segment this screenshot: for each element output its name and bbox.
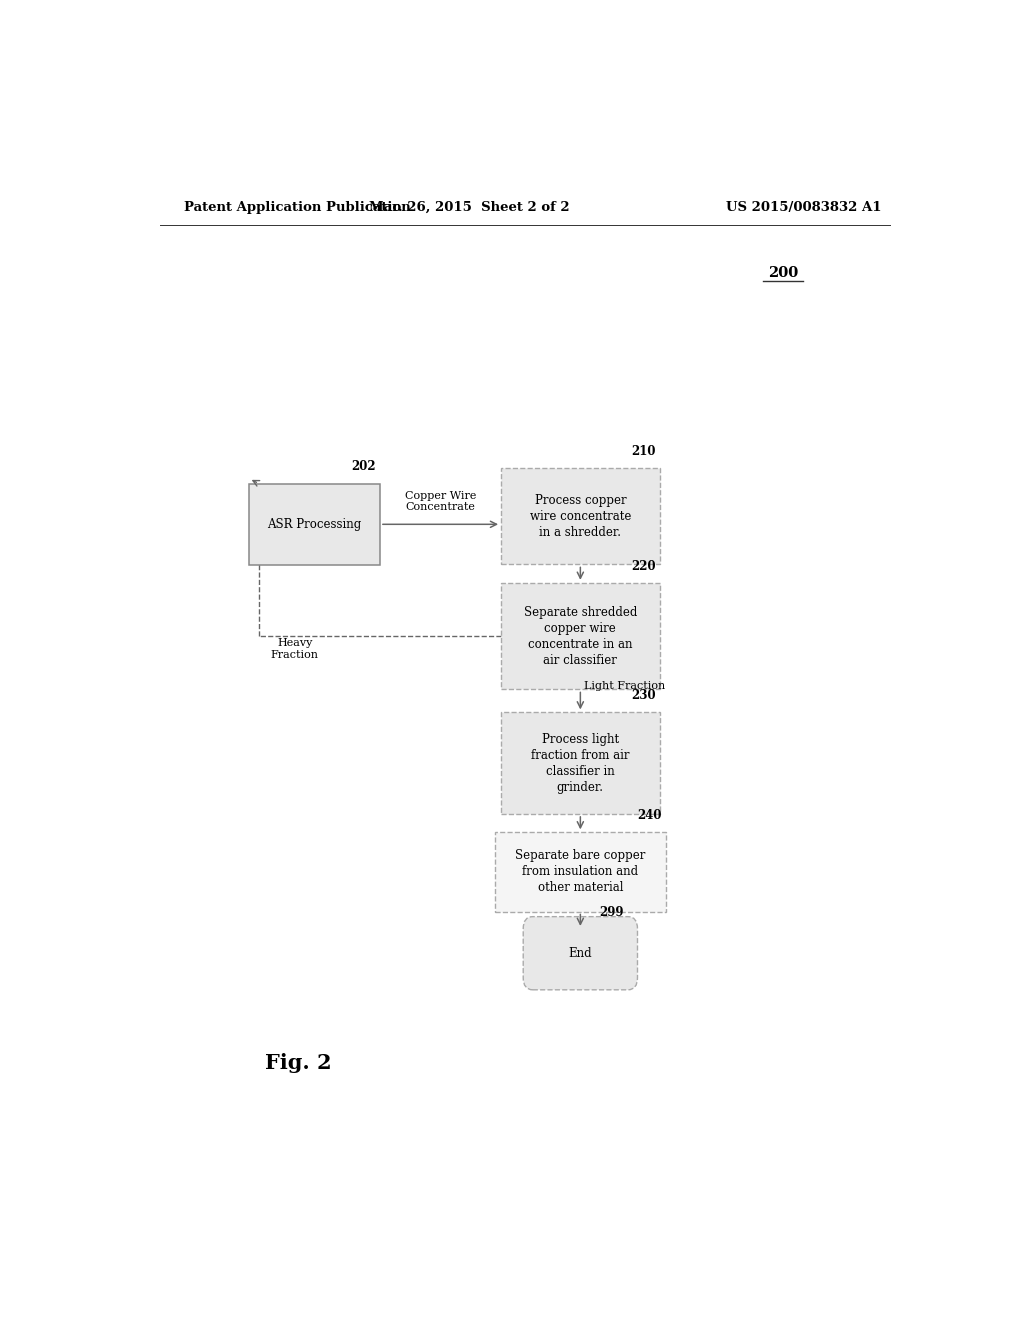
FancyBboxPatch shape xyxy=(501,582,659,689)
Text: End: End xyxy=(568,946,592,960)
FancyBboxPatch shape xyxy=(501,713,659,814)
Text: Separate bare copper
from insulation and
other material: Separate bare copper from insulation and… xyxy=(515,849,645,895)
Text: Heavy
Fraction: Heavy Fraction xyxy=(270,638,318,660)
Text: Copper Wire
Concentrate: Copper Wire Concentrate xyxy=(404,491,476,512)
FancyBboxPatch shape xyxy=(501,467,659,565)
Text: 202: 202 xyxy=(351,461,376,474)
FancyBboxPatch shape xyxy=(249,483,380,565)
FancyBboxPatch shape xyxy=(523,916,638,990)
Text: Process light
fraction from air
classifier in
grinder.: Process light fraction from air classifi… xyxy=(531,733,630,793)
Text: 240: 240 xyxy=(637,809,662,822)
Text: Process copper
wire concentrate
in a shredder.: Process copper wire concentrate in a shr… xyxy=(529,494,631,539)
Text: US 2015/0083832 A1: US 2015/0083832 A1 xyxy=(726,201,882,214)
Text: 299: 299 xyxy=(599,906,624,919)
Text: ASR Processing: ASR Processing xyxy=(267,517,361,531)
Text: Mar. 26, 2015  Sheet 2 of 2: Mar. 26, 2015 Sheet 2 of 2 xyxy=(369,201,569,214)
Text: Light Fraction: Light Fraction xyxy=(585,681,666,690)
Text: Fig. 2: Fig. 2 xyxy=(265,1053,332,1073)
Text: 200: 200 xyxy=(768,267,798,280)
FancyBboxPatch shape xyxy=(495,833,666,912)
Text: 230: 230 xyxy=(631,689,655,702)
Text: Patent Application Publication: Patent Application Publication xyxy=(183,201,411,214)
Text: 210: 210 xyxy=(631,445,655,458)
Text: Separate shredded
copper wire
concentrate in an
air classifier: Separate shredded copper wire concentrat… xyxy=(523,606,637,667)
Text: 220: 220 xyxy=(631,560,655,573)
